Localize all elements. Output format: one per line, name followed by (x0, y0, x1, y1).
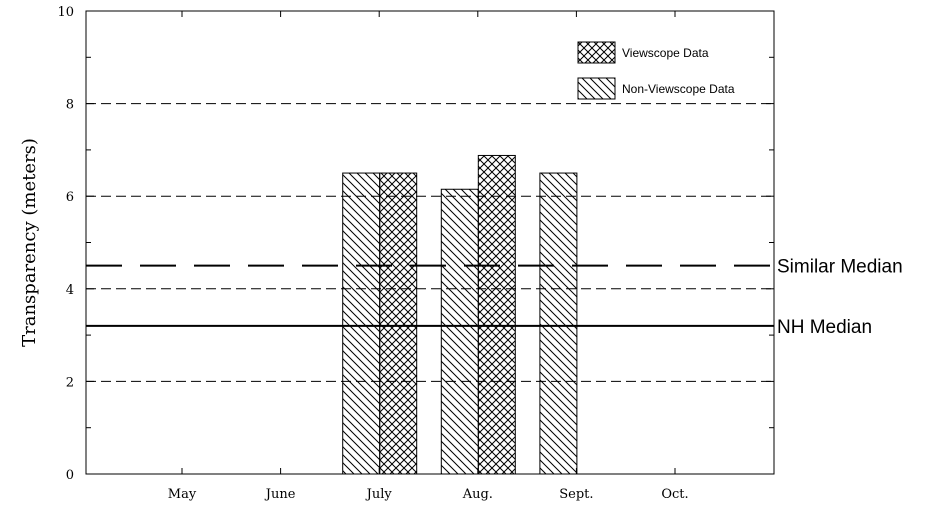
reference-lines-layer (86, 264, 774, 327)
y-tick-label-0: 0 (66, 468, 74, 483)
y-tick-label-1: 2 (66, 375, 74, 390)
x-tick-label-0: May (168, 487, 197, 502)
legend-label-1: Viewscope Data (622, 46, 709, 60)
y-tick-label-2: 4 (66, 283, 74, 298)
axes-layer (85, 10, 775, 475)
labels-layer: Similar Median NH Median 0 2 4 6 8 10 May June Jul… (19, 5, 903, 502)
plot-frame (85, 10, 775, 475)
x-tick-label-5: Oct. (661, 487, 688, 502)
bar-non-viewscope-4 (539, 172, 578, 475)
legend: Viewscope Data Non-Viewscope Data (577, 41, 735, 100)
legend-swatch-1 (577, 41, 616, 64)
legend-swatch-0 (577, 77, 616, 100)
x-tick-label-4: Sept. (559, 487, 593, 502)
x-tick-label-3: Aug. (462, 487, 493, 502)
legend-label-0: Non-Viewscope Data (622, 82, 735, 96)
bar-non-viewscope-3 (440, 188, 479, 475)
y-axis-title: Transparency (meters) (19, 138, 40, 347)
reference-line-label-0: Similar Median (777, 257, 903, 278)
y-tick-label-5: 10 (57, 5, 74, 20)
y-tick-label-3: 6 (66, 190, 74, 205)
y-tick-label-4: 8 (66, 98, 74, 113)
reference-line-label-1: NH Median (777, 317, 872, 338)
bar-non-viewscope-2 (342, 172, 381, 475)
x-tick-label-2: July (365, 487, 393, 502)
bars-layer (342, 154, 578, 475)
bar-viewscope-2 (379, 172, 418, 475)
bar-viewscope-3 (477, 154, 516, 475)
grid-layer (86, 103, 774, 382)
x-tick-label-1: June (264, 487, 296, 502)
